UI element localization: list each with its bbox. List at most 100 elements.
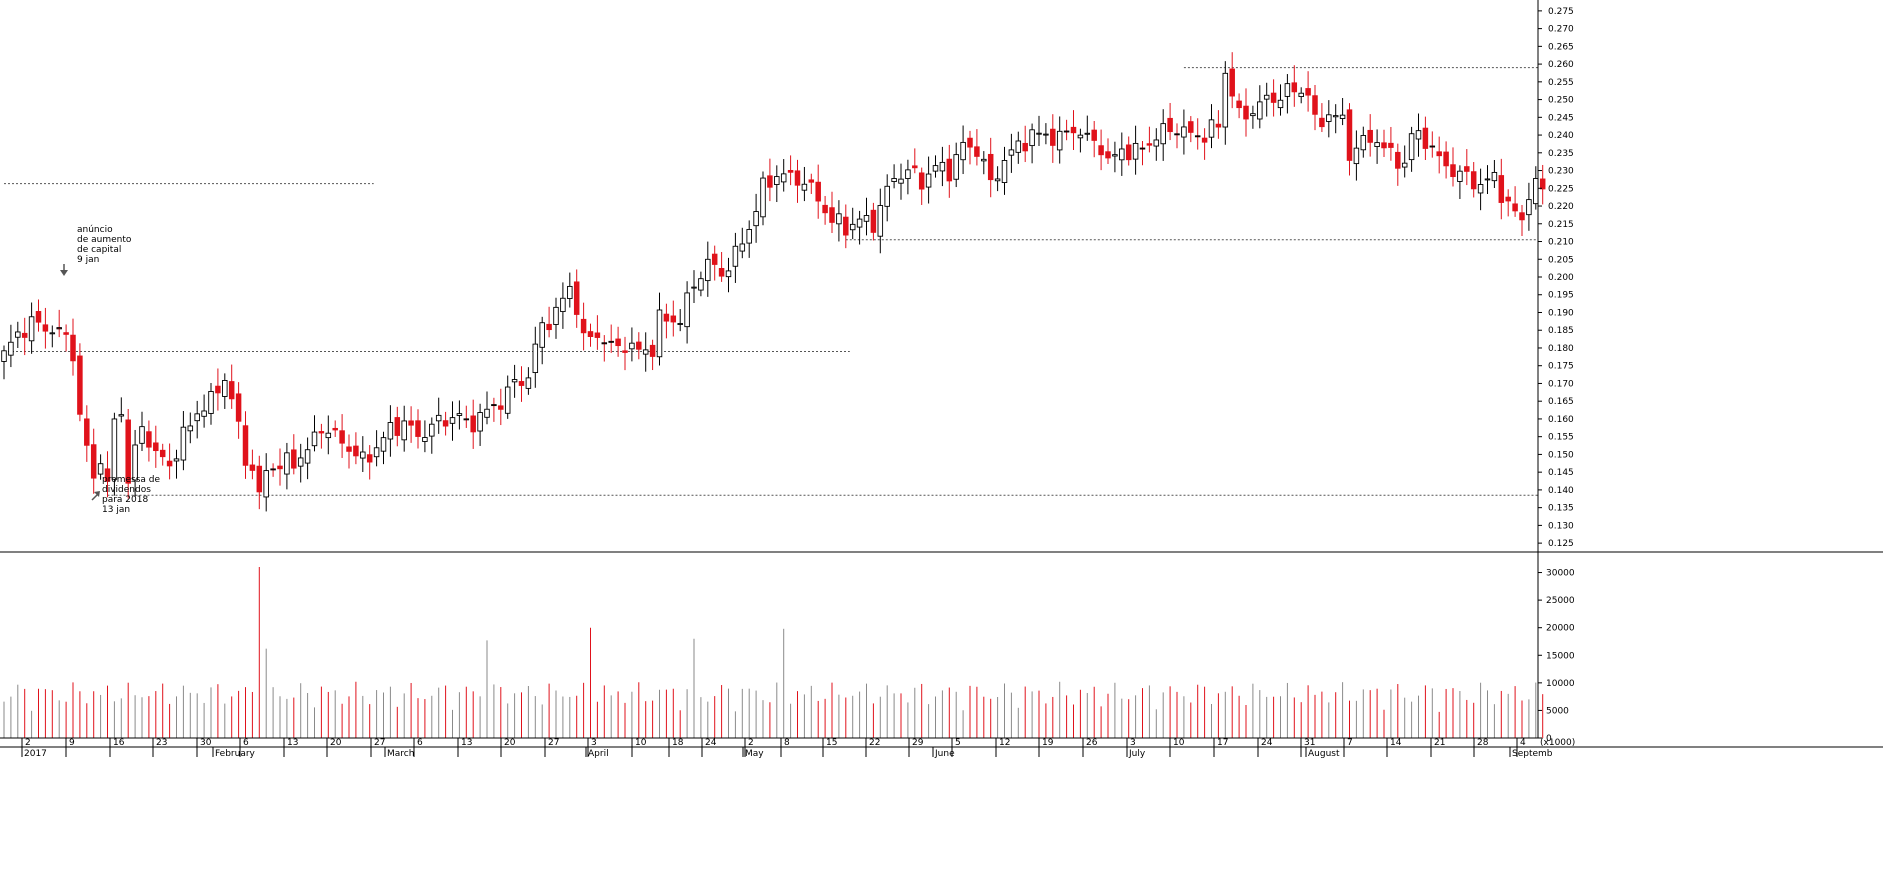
candle-body <box>284 452 290 475</box>
candle-body <box>111 418 118 480</box>
price-tick-label: 0.185 <box>1548 326 1574 336</box>
candle-body <box>1208 119 1215 138</box>
candle-body <box>732 245 739 267</box>
day-tick-label: 27 <box>548 738 559 748</box>
candle-body <box>1360 135 1367 151</box>
candle-body <box>1105 151 1111 159</box>
candle-body <box>277 465 283 470</box>
candle-body <box>994 178 1001 182</box>
candle-body <box>1429 145 1436 148</box>
candle-body <box>1374 142 1380 147</box>
candle-body <box>449 417 456 424</box>
candle-body <box>477 412 483 432</box>
candle-body <box>304 449 311 464</box>
candle-body <box>249 464 256 471</box>
candle-body <box>242 425 249 466</box>
candle-body <box>1450 164 1456 178</box>
candle-body <box>373 447 380 458</box>
candle-body <box>256 465 263 493</box>
volume-tick-label: 10000 <box>1546 679 1575 689</box>
day-tick-label: 10 <box>1173 738 1185 748</box>
month-label: August <box>1308 749 1340 759</box>
month-label: June <box>934 749 955 759</box>
price-tick-label: 0.180 <box>1548 344 1574 354</box>
candle-body <box>946 158 953 182</box>
day-tick-label: 3 <box>1130 738 1136 748</box>
date-axis: 2 9 16 23 30 6 13 20 27 6 13 20 27 3 10 18 24 2 8 15 22 29 5 12… <box>21 738 1553 759</box>
day-tick-label: 27 <box>374 738 385 748</box>
candle-body <box>573 281 580 315</box>
candle-body <box>1084 132 1091 135</box>
candle-body <box>1125 144 1132 161</box>
candle-body <box>1401 162 1408 168</box>
candle-body <box>318 431 325 434</box>
candle-body <box>77 355 83 415</box>
day-tick-label: 29 <box>912 738 924 748</box>
month-label: 2017 <box>24 749 47 759</box>
candle-body <box>504 386 511 414</box>
candle-body <box>698 278 704 291</box>
day-tick-label: 24 <box>1261 738 1273 748</box>
candle-body <box>42 324 49 332</box>
candle-body <box>339 430 345 444</box>
candle-body <box>146 431 152 448</box>
candle-body <box>1353 147 1360 165</box>
candle-body <box>774 176 780 185</box>
candle-body <box>822 204 828 214</box>
price-tick-label: 0.250 <box>1548 96 1574 106</box>
candle-body <box>8 341 14 356</box>
candle-body <box>187 425 194 432</box>
candle-body <box>139 426 145 444</box>
candle-body <box>1312 95 1318 115</box>
candle-body <box>939 161 946 172</box>
candle-body <box>663 313 670 322</box>
price-tick-label: 0.215 <box>1548 220 1574 230</box>
day-tick-label: 7 <box>1347 738 1353 748</box>
candle-body <box>794 170 801 186</box>
candle-body <box>1036 132 1042 135</box>
candle-body <box>746 229 752 244</box>
candle-body <box>97 463 104 475</box>
price-tick-label: 0.195 <box>1548 291 1574 301</box>
candle-body <box>84 418 90 446</box>
volume-tick-label: 25000 <box>1546 596 1575 606</box>
candle-body <box>215 385 221 394</box>
price-tick-label: 0.225 <box>1548 184 1574 194</box>
candle-body <box>435 414 442 422</box>
candle-body <box>1188 121 1194 133</box>
candle-body <box>622 350 628 353</box>
candle-body <box>629 342 635 350</box>
day-tick-label: 23 <box>156 738 167 748</box>
candle-body <box>1194 135 1201 138</box>
candle-body <box>1415 130 1422 140</box>
candle-body <box>511 379 518 383</box>
candle-body <box>353 445 359 457</box>
price-axis: 0.275 0.270 0.265 0.260 0.255 0.250 0.245 0.240… <box>1538 7 1574 549</box>
candle-body <box>470 415 476 433</box>
candle-body <box>1533 178 1539 205</box>
candle-body <box>829 207 835 223</box>
price-tick-label: 0.260 <box>1548 60 1574 70</box>
candle-body <box>1422 127 1429 149</box>
candle-body <box>670 315 677 323</box>
candle-body <box>1167 117 1173 133</box>
price-tick-label: 0.200 <box>1548 273 1574 283</box>
candle-body <box>1 350 7 362</box>
annotation-text: 9 jan <box>77 255 99 265</box>
candle-body <box>739 243 746 252</box>
candle-body <box>1477 184 1484 194</box>
candle-body <box>1498 175 1505 203</box>
volume-tick-label: 0 <box>1546 734 1552 744</box>
candle-body <box>1381 142 1387 149</box>
price-tick-label: 0.235 <box>1548 149 1574 159</box>
candle-body <box>1112 154 1118 157</box>
candle-body <box>1022 142 1028 152</box>
candle-body <box>415 420 421 437</box>
candle-body <box>70 334 76 362</box>
candle-body <box>1119 148 1125 161</box>
candle-body <box>1236 100 1242 109</box>
candle-body <box>960 141 966 161</box>
candle-body <box>1326 114 1332 122</box>
day-tick-label: 19 <box>1042 738 1054 748</box>
candle-body <box>705 258 711 282</box>
